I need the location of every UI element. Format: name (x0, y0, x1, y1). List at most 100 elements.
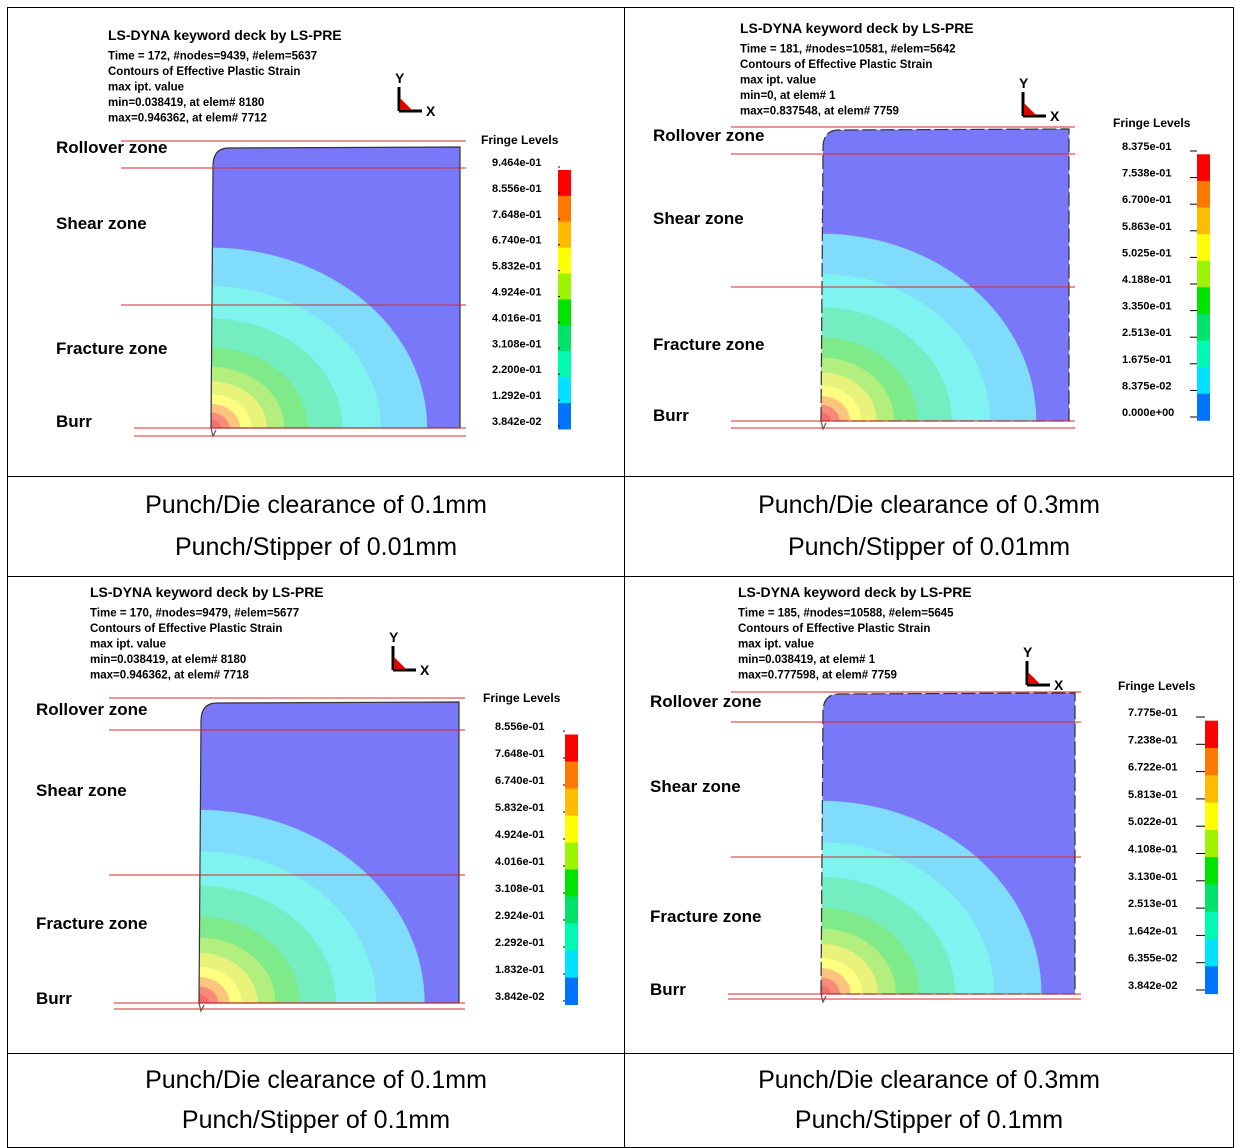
part-outline (820, 128, 1070, 422)
legend-color-swatch (565, 950, 578, 978)
zone-label-burr: Burr (56, 412, 92, 431)
caption-3-line2: Punch/Stipper of 0.1mm (181, 1105, 451, 1134)
fringe-level-value: 1.832e-01 (495, 964, 545, 976)
legend-color-swatch (1205, 720, 1218, 749)
caption-1-line1: Punch/Die clearance of 0.1mm (145, 491, 487, 520)
fringe-level-value: 4.924e-01 (495, 829, 545, 841)
legend-color-swatch (565, 815, 578, 843)
fringe-levels-title: Fringe Levels (1118, 679, 1196, 693)
header-min-value: min=0.038419, at elem# 8180 (90, 654, 246, 666)
legend-color-swatch (1197, 180, 1210, 208)
header-deck-title: LS-DYNA keyword deck by LS-PRE (90, 584, 324, 600)
header-contour-title: Contours of Effective Plastic Strain (738, 623, 930, 635)
header-max-value: max=0.946362, at elem# 7718 (90, 670, 249, 682)
zone-label-shear: Shear zone (650, 777, 741, 796)
fringe-level-value: 8.375e-02 (1122, 380, 1172, 392)
header-contour-title: Contours of Effective Plastic Strain (108, 66, 300, 78)
axis-x-label: X (1050, 108, 1060, 124)
fringe-level-value: 3.108e-01 (495, 883, 545, 895)
axis-triad-icon: YX (1019, 75, 1060, 124)
header-min-value: min=0.038419, at elem# 1 (738, 654, 876, 666)
fringe-levels-title: Fringe Levels (483, 691, 561, 705)
legend-color-swatch (1197, 207, 1210, 235)
caption-2-cell: Punch/Die clearance of 0.3mm Punch/Stipp… (625, 477, 1234, 577)
fringe-level-value: 7.648e-01 (492, 209, 542, 221)
axis-triad-icon: YX (395, 70, 436, 119)
caption-2-line2: Punch/Stipper of 0.01mm (787, 532, 1071, 561)
fringe-level-value: 4.924e-01 (492, 287, 542, 299)
legend-color-swatch (565, 977, 578, 1005)
legend-color-swatch (565, 923, 578, 951)
header-max-ipt-label: max ipt. value (108, 82, 184, 94)
zone-label-rollover: Rollover zone (36, 700, 147, 719)
fringe-level-value: 1.642e-01 (1128, 925, 1178, 937)
panel-1-cell: LS-DYNA keyword deck by LS-PRE Time = 172… (7, 7, 625, 477)
panel-4-cell: LS-DYNA keyword deck by LS-PRE Time = 185… (625, 577, 1234, 1054)
fringe-level-value: 5.832e-01 (492, 261, 542, 273)
fringe-level-value: 6.722e-01 (1128, 762, 1178, 774)
fringe-level-value: 3.842e-02 (1128, 980, 1178, 992)
header-max-ipt-label: max ipt. value (738, 639, 814, 651)
legend-color-swatch (565, 896, 578, 924)
axis-x-label: X (1054, 677, 1064, 693)
legend-color-swatch (1197, 234, 1210, 262)
axis-x-label: X (426, 103, 436, 119)
fringe-level-value: 3.350e-01 (1122, 301, 1172, 313)
axis-y-label: Y (395, 70, 405, 86)
legend-color-swatch (558, 195, 571, 223)
panel-2: LS-DYNA keyword deck by LS-PRE Time = 181… (625, 8, 1233, 476)
legend-color-swatch (1205, 857, 1218, 885)
legend-color-swatch (558, 325, 571, 352)
caption-4-line2: Punch/Stipper of 0.1mm (794, 1105, 1064, 1134)
zone-label-rollover: Rollover zone (650, 692, 761, 711)
panel-3-cell: LS-DYNA keyword deck by LS-PRE Time = 170… (7, 577, 625, 1054)
contour-plot: LS-DYNA keyword deck by LS-PRE Time = 185… (650, 584, 1218, 1004)
legend-color-swatch (558, 377, 571, 404)
header-deck-title: LS-DYNA keyword deck by LS-PRE (108, 27, 342, 43)
fringe-level-value: 8.556e-01 (492, 183, 542, 195)
legend-color-swatch (565, 842, 578, 870)
zone-label-rollover: Rollover zone (653, 126, 764, 145)
fringe-level-value: 8.375e-01 (1122, 141, 1172, 153)
zone-label-shear: Shear zone (56, 214, 147, 233)
header-max-value: max=0.837548, at elem# 7759 (740, 106, 899, 118)
legend-color-swatch (1197, 313, 1210, 341)
legend-color-swatch (1205, 966, 1218, 995)
zone-label-burr: Burr (653, 406, 689, 425)
zone-label-shear: Shear zone (36, 781, 127, 800)
legend-color-swatch (1205, 775, 1218, 804)
burr-tip (820, 420, 827, 431)
fringe-level-value: 0.000e+00 (1122, 407, 1174, 419)
part-outline (820, 692, 1076, 995)
caption-2-line1: Punch/Die clearance of 0.3mm (758, 491, 1100, 520)
legend-color-swatch (1197, 287, 1210, 315)
panel-1: LS-DYNA keyword deck by LS-PRE Time = 172… (8, 8, 624, 476)
header-contour-title: Contours of Effective Plastic Strain (740, 59, 932, 71)
fringe-level-value: 2.292e-01 (495, 937, 545, 949)
burr-tip (210, 427, 217, 438)
contour-plot: LS-DYNA keyword deck by LS-PRE Time = 170… (36, 584, 578, 1013)
zone-label-fracture: Fracture zone (653, 335, 764, 354)
fringe-levels-title: Fringe Levels (1113, 116, 1191, 130)
zone-label-fracture: Fracture zone (650, 907, 761, 926)
fringe-level-value: 6.355e-02 (1128, 953, 1178, 965)
fringe-level-value: 6.740e-01 (492, 235, 542, 247)
fringe-level-value: 6.700e-01 (1122, 194, 1172, 206)
fringe-level-value: 7.238e-01 (1128, 734, 1178, 746)
caption-1: Punch/Die clearance of 0.1mm Punch/Stipp… (8, 477, 624, 576)
legend-color-swatch (565, 761, 578, 789)
caption-4-line1: Punch/Die clearance of 0.3mm (758, 1066, 1100, 1095)
header-max-ipt-label: max ipt. value (90, 639, 166, 651)
fringe-level-value: 4.108e-01 (1128, 844, 1178, 856)
header-min-value: min=0, at elem# 1 (740, 90, 836, 102)
axis-triad-icon: YX (1023, 644, 1064, 693)
legend-color-swatch (558, 273, 571, 300)
legend-color-swatch (1197, 393, 1210, 421)
fringe-level-value: 5.832e-01 (495, 802, 545, 814)
legend-color-swatch (1205, 747, 1218, 776)
caption-4-cell: Punch/Die clearance of 0.3mm Punch/Stipp… (625, 1054, 1234, 1148)
strain-contour-field (211, 147, 460, 428)
fringe-level-value: 7.775e-01 (1128, 707, 1178, 719)
legend-color-swatch (565, 734, 578, 762)
figure-table: LS-DYNA keyword deck by LS-PRE Time = 172… (7, 7, 1234, 1148)
